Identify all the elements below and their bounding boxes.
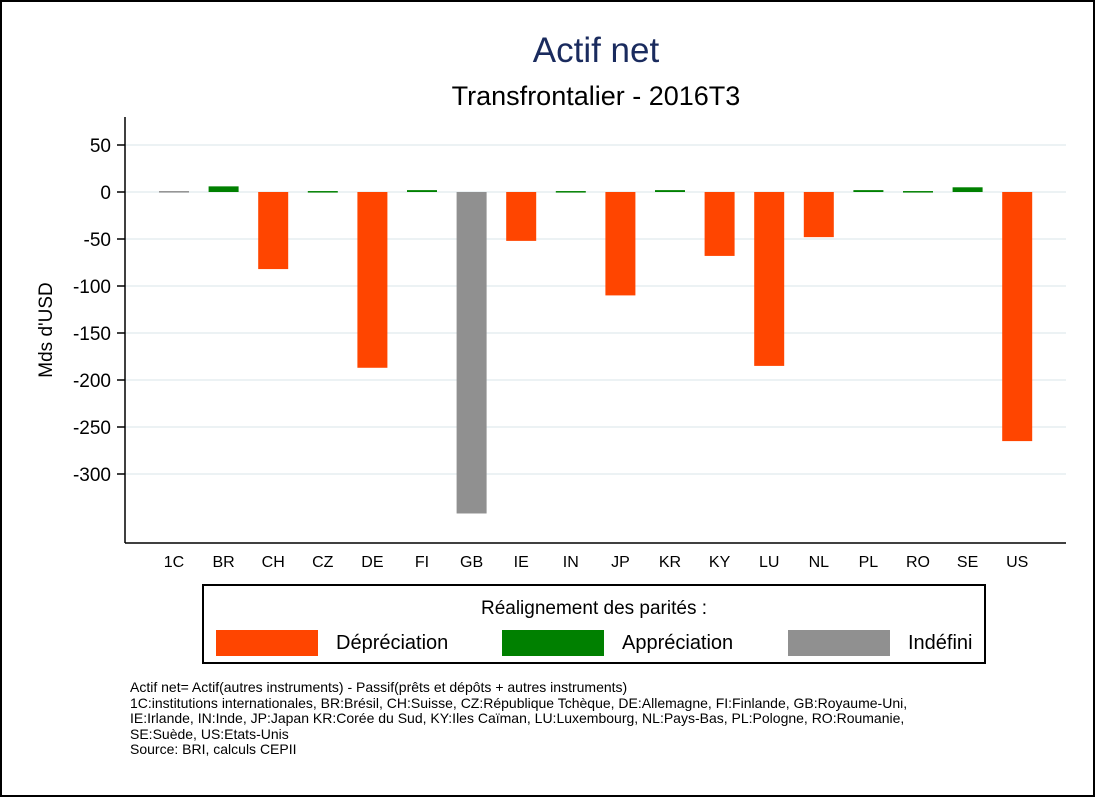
legend-swatch-appreciation: [502, 630, 604, 656]
x-tick-label: RO: [906, 554, 930, 571]
x-tick-label: LU: [759, 554, 779, 571]
x-tick-label: 1C: [164, 554, 184, 571]
y-tick-label: -200: [73, 371, 111, 392]
x-tick-label: JP: [611, 554, 630, 571]
y-tick-label: 50: [90, 136, 111, 157]
bar-se: [952, 187, 983, 192]
x-tick-label: CH: [262, 554, 285, 571]
x-tick-label: CZ: [312, 554, 334, 571]
x-axis-ticks: 1C BR CH CZ DE FI GB IE IN JP KR KY LU NL PL RO SE US: [164, 554, 1029, 571]
x-tick-label: KR: [659, 554, 681, 571]
legend-label-depreciation: Dépréciation: [336, 631, 449, 654]
y-tick-label: -300: [73, 465, 111, 486]
legend-item-undefined: Indéfini: [788, 629, 973, 657]
bar-nl: [803, 192, 834, 238]
bar-us: [1002, 192, 1033, 442]
chart-notes: Actif net= Actif(autres instruments) - P…: [130, 679, 1070, 758]
x-tick-label: PL: [859, 554, 879, 571]
bar-ie: [506, 192, 537, 241]
bar-in: [555, 191, 586, 193]
note-line: 1C:institutions internationales, BR:Brés…: [130, 694, 908, 711]
x-tick-label: US: [1006, 554, 1028, 571]
x-tick-label: DE: [361, 554, 383, 571]
bar-pl: [853, 190, 884, 192]
chart-subtitle: Transfrontalier - 2016T3: [452, 81, 741, 111]
legend-label-appreciation: Appréciation: [622, 631, 734, 654]
bar-lu: [754, 192, 785, 366]
bar-jp: [605, 192, 636, 296]
y-tick-label: -150: [73, 324, 111, 345]
bar-ky: [704, 192, 735, 256]
legend-swatch-depreciation: [216, 630, 318, 656]
bar-ro: [903, 191, 933, 193]
note-line: Source: BRI, calculs CEPII: [130, 741, 297, 757]
note-line: Actif net= Actif(autres instruments) - P…: [130, 679, 628, 695]
bar-de: [357, 192, 388, 368]
x-tick-label: BR: [212, 554, 234, 571]
bar-kr: [655, 190, 685, 192]
y-tick-label: -50: [84, 230, 111, 251]
chart-title: Actif net: [533, 31, 660, 70]
legend: Réalignement des parités : Dépréciation …: [202, 584, 986, 664]
y-tick-label: -250: [73, 418, 111, 439]
y-axis-ticks: 50 0 -50 -100 -150 -200 -250 -300: [73, 136, 125, 486]
bars: [159, 186, 1033, 514]
y-tick-label: 0: [100, 183, 111, 204]
bar-ch: [258, 192, 289, 270]
x-tick-label: IE: [514, 554, 529, 571]
note-line: SE:Suède, US:Etats-Unis: [130, 725, 289, 742]
bar-cz: [307, 191, 338, 193]
bar-gb: [456, 192, 487, 514]
x-tick-label: FI: [415, 554, 429, 571]
bar-fi: [407, 190, 437, 192]
legend-item-depreciation: Dépréciation: [216, 629, 448, 657]
y-tick-label: -100: [73, 277, 111, 298]
x-tick-label: NL: [809, 554, 830, 571]
legend-label-undefined: Indéfini: [908, 631, 973, 654]
x-tick-label: IN: [563, 554, 579, 571]
x-tick-label: GB: [460, 554, 483, 571]
x-tick-label: SE: [957, 554, 978, 571]
x-tick-label: KY: [709, 554, 731, 571]
legend-title: Réalignement des parités :: [480, 598, 707, 619]
bar-chart: Actif net Transfrontalier - 2016T3 Mds d…: [36, 31, 1066, 571]
legend-item-appreciation: Appréciation: [502, 629, 733, 657]
legend-swatch-undefined: [788, 630, 890, 656]
note-line: IE:Irlande, IN:Inde, JP:Japan KR:Corée d…: [130, 710, 905, 726]
y-axis-label: Mds d'USD: [36, 282, 57, 377]
bar-1c: [159, 191, 189, 193]
bar-br: [208, 186, 239, 192]
